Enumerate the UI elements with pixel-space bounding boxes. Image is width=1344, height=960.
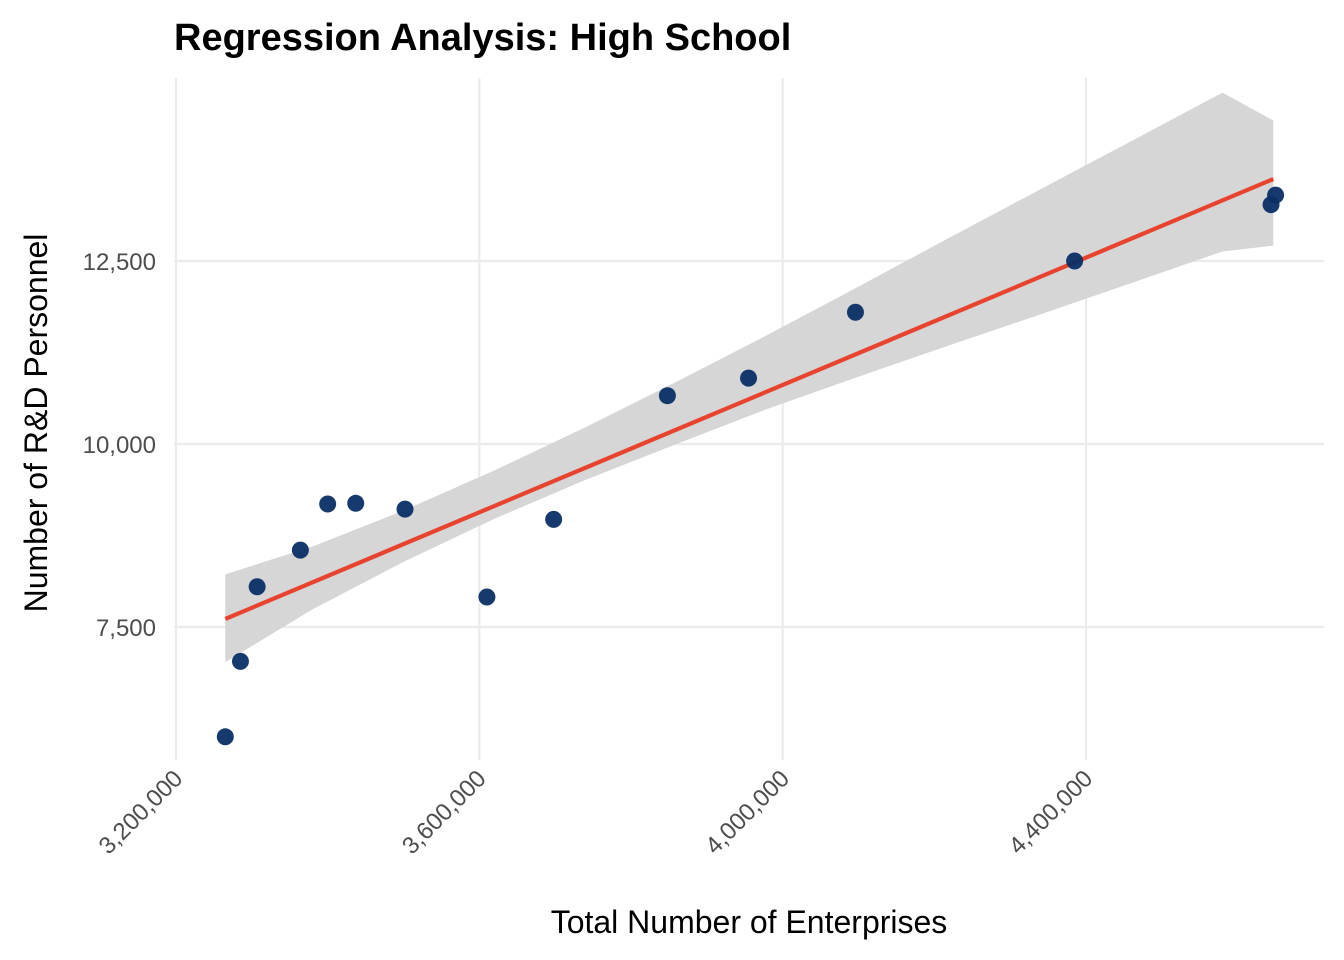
fit-line-layer	[224, 177, 1275, 621]
chart-title: Regression Analysis: High School	[174, 17, 791, 59]
data-point-6	[396, 500, 414, 518]
x-tick-label-3: 4,400,000	[1004, 765, 1099, 860]
data-point-5	[347, 494, 365, 512]
data-point-11	[846, 303, 864, 321]
y-tick-label-0: 7,500	[96, 615, 156, 642]
data-point-8	[545, 510, 563, 528]
data-point-12	[1066, 252, 1084, 270]
y-tick-labels: 7,500 10,000 12,500	[83, 249, 156, 642]
data-points-layer	[216, 186, 1285, 746]
regression-fit-line	[224, 177, 1275, 621]
y-tick-label-1: 10,000	[83, 432, 156, 459]
data-point-0	[216, 728, 234, 746]
x-tick-label-2: 4,000,000	[700, 765, 795, 860]
data-point-7	[478, 588, 496, 606]
x-axis-title: Total Number of Enterprises	[551, 904, 948, 940]
data-point-1	[231, 652, 249, 670]
x-tick-label-1: 3,600,000	[397, 765, 492, 860]
y-axis-title: Number of R&D Personnel	[18, 234, 54, 613]
x-tick-labels: 3,200,000 3,600,000 4,000,000 4,400,000	[94, 765, 1099, 860]
data-point-4	[319, 495, 337, 513]
data-point-14	[1267, 186, 1285, 204]
x-tick-label-0: 3,200,000	[94, 765, 189, 860]
data-point-3	[291, 541, 309, 559]
data-point-10	[740, 369, 758, 387]
data-point-2	[248, 578, 266, 596]
y-tick-label-2: 12,500	[83, 249, 156, 276]
data-point-9	[658, 387, 676, 405]
